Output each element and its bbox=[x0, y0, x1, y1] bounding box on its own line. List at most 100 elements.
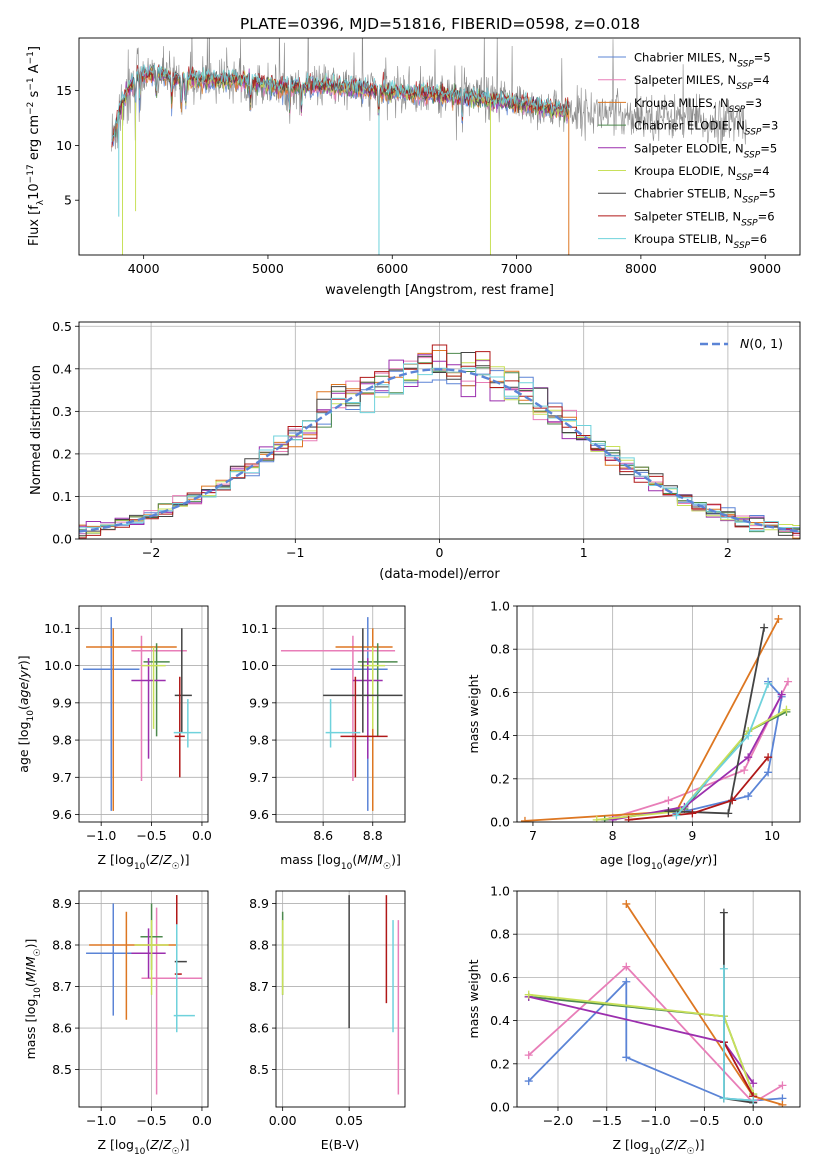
y-tick-label: 8.5 bbox=[249, 1062, 269, 1077]
age-vs-metallicity-panel: −1.0 −0.5 0.09.69.79.89.910.010.1Z [log10(… bbox=[16, 605, 212, 872]
label-part: / bbox=[16, 677, 31, 682]
label-part: Salpeter ELODIE, N bbox=[634, 141, 744, 155]
label-part: =5 bbox=[759, 187, 776, 201]
legend-label: Chabrier ELODIE, NSSP=3 bbox=[634, 119, 778, 138]
y-tick-label: 0.4 bbox=[52, 361, 72, 376]
x-tick-label: −1.0 bbox=[640, 1113, 670, 1128]
label-part: Z bbox=[677, 1137, 687, 1152]
weight-marker-chabrier-stelib bbox=[719, 908, 728, 917]
label-part: λ bbox=[36, 199, 46, 205]
weight-marker-salpeter-stelib bbox=[728, 796, 737, 805]
weight-marker-chabrier-miles bbox=[744, 792, 753, 801]
y-tick-label: 9.7 bbox=[52, 770, 72, 785]
label-part: Salpeter STELIB, N bbox=[634, 209, 741, 223]
label-part: SSP bbox=[737, 60, 754, 70]
label-part: Z bbox=[162, 1137, 172, 1152]
x-tick-label: 8.8 bbox=[363, 828, 383, 843]
y-tick-label: 8.9 bbox=[52, 896, 72, 911]
weight-marker-salpeter-stelib bbox=[624, 815, 633, 822]
label-part: yr bbox=[694, 852, 708, 867]
x-tick-label: 0.0 bbox=[743, 1113, 763, 1128]
label-part: SSP bbox=[742, 196, 759, 206]
label-part: Flux [f bbox=[27, 205, 42, 246]
label-part: s bbox=[27, 90, 42, 101]
label-part: SSP bbox=[729, 105, 746, 115]
label-part: 10 bbox=[27, 183, 42, 200]
weight-marker-chabrier-miles bbox=[622, 977, 631, 986]
label-part: SSP bbox=[745, 128, 762, 138]
axes-frame bbox=[516, 605, 801, 823]
y-tick-label: 9.6 bbox=[52, 807, 72, 822]
label-part: ( bbox=[145, 1137, 150, 1152]
residual-histogram-chabrier-stelib bbox=[79, 352, 800, 537]
label-part: mass [log bbox=[23, 999, 38, 1060]
weight-marker-kroupa-miles bbox=[520, 816, 529, 822]
x-tick-label: −2.0 bbox=[543, 1113, 573, 1128]
weight-marker-kroupa-miles bbox=[778, 1100, 787, 1107]
weight-marker-kroupa-stelib bbox=[672, 811, 681, 820]
y-tick-label: 0.2 bbox=[490, 771, 510, 786]
label-part: ( bbox=[145, 852, 150, 867]
x-tick-label: −2 bbox=[142, 545, 160, 560]
legend-label: Salpeter MILES, NSSP=4 bbox=[634, 73, 770, 92]
reference-gaussian bbox=[79, 368, 800, 533]
y-tick-label: 9.6 bbox=[249, 807, 269, 822]
label-part: =5 bbox=[760, 141, 777, 155]
plot-area bbox=[281, 895, 400, 1095]
weight-marker-salpeter-stelib bbox=[688, 809, 697, 818]
label-part: 10 bbox=[134, 1147, 146, 1157]
weight-marker-chabrier-stelib bbox=[664, 807, 673, 816]
label-part: Z bbox=[149, 1137, 159, 1152]
y-axis-label: Flux [fλ10−17 erg cm−2 s−1 A−1] bbox=[26, 46, 46, 246]
y-tick-label: 8.7 bbox=[52, 979, 72, 994]
label-part: ☉ bbox=[33, 948, 43, 956]
y-tick-label: 10.0 bbox=[44, 658, 72, 673]
label-part: =5 bbox=[754, 51, 771, 65]
weight-marker-chabrier-stelib bbox=[760, 623, 769, 632]
y-tick-label: 9.9 bbox=[249, 695, 269, 710]
axes-frame bbox=[78, 605, 209, 823]
label-part: ( bbox=[16, 705, 31, 710]
label-part: 10 bbox=[651, 862, 663, 872]
label-part: Z bbox=[162, 852, 172, 867]
x-axis-label: mass [log10(M/M☉)] bbox=[280, 852, 401, 872]
label-part: M bbox=[23, 971, 38, 982]
y-tick-label: 1.0 bbox=[490, 599, 510, 614]
label-part: −2 bbox=[26, 102, 36, 115]
legend-label: Salpeter ELODIE, NSSP=5 bbox=[634, 141, 777, 160]
y-tick-label: 8.6 bbox=[249, 1021, 269, 1036]
label-part: M bbox=[372, 852, 383, 867]
weight-marker-kroupa-elodie bbox=[592, 815, 601, 822]
weight-marker-salpeter-elodie bbox=[749, 1079, 758, 1088]
y-axis-label: age [log10(age/yr)] bbox=[16, 655, 36, 772]
y-tick-label: 0.6 bbox=[490, 685, 510, 700]
label-part: )] bbox=[707, 852, 717, 867]
legend-label: Kroupa ELODIE, NSSP=4 bbox=[634, 164, 770, 183]
spectrum-panel: 4000 5000 6000 7000 8000 9000 5 10 15 wavelength … bbox=[26, 37, 801, 298]
weight-marker-salpeter-elodie bbox=[744, 753, 753, 762]
y-tick-label: 0.2 bbox=[52, 446, 72, 461]
y-axis-label: mass [log10(M/M☉)] bbox=[23, 939, 43, 1060]
label-part: Z [log bbox=[612, 1137, 648, 1152]
label-part: 10 bbox=[649, 1147, 661, 1157]
label-part: A bbox=[27, 64, 42, 77]
weight-marker-chabrier-stelib bbox=[724, 809, 733, 818]
weight-marker-salpeter-miles bbox=[784, 677, 793, 686]
legend-label: Kroupa MILES, NSSP=3 bbox=[634, 96, 762, 115]
x-tick-label: 0.0 bbox=[192, 1113, 212, 1128]
legend-label: Chabrier STELIB, NSSP=5 bbox=[634, 187, 776, 206]
label-part: M bbox=[357, 852, 368, 867]
label-part: 10 bbox=[134, 862, 146, 872]
y-tick-label: 9.7 bbox=[249, 770, 269, 785]
weight-marker-chabrier-miles bbox=[622, 1053, 631, 1062]
weight-marker-kroupa-stelib bbox=[749, 1096, 758, 1105]
y-tick-label: 0.4 bbox=[490, 728, 510, 743]
x-tick-label: 2 bbox=[724, 545, 732, 560]
weight-marker-kroupa-stelib bbox=[719, 1094, 728, 1103]
label-part: Z [log bbox=[97, 852, 133, 867]
label-part: =6 bbox=[750, 232, 767, 246]
y-axis-label: mass weight bbox=[466, 674, 481, 753]
label-part: / bbox=[674, 1137, 679, 1152]
